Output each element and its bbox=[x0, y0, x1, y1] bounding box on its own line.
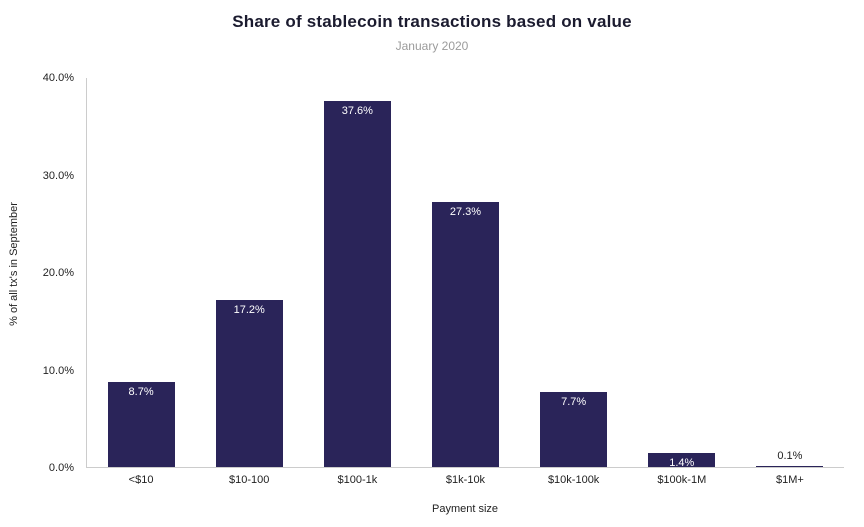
bar-value-label-0: 8.7% bbox=[128, 386, 154, 399]
bar-value-label-2: 37.6% bbox=[341, 105, 373, 118]
x-tick-label-1: $10-100 bbox=[229, 474, 270, 486]
chart-subtitle: January 2020 bbox=[395, 39, 469, 53]
bar-3: 27.3% bbox=[431, 201, 500, 467]
y-tick-label: 0.0% bbox=[48, 462, 74, 474]
chart-title: Share of stablecoin transactions based o… bbox=[232, 12, 632, 31]
x-tick-label-3: $1k-10k bbox=[445, 474, 486, 486]
y-axis: 0.0% 10.0% 20.0% 30.0% 40.0% bbox=[0, 72, 80, 474]
x-tick-label-2: $100-1k bbox=[337, 474, 378, 486]
bar-slot-0: 8.7% <$10 bbox=[87, 78, 195, 486]
bar-slot-3: 27.3% $1k-10k bbox=[411, 78, 519, 486]
bar-value-label-1: 17.2% bbox=[233, 303, 265, 316]
y-tick-label: 30.0% bbox=[42, 169, 74, 182]
bar-value-label-6: 0.1% bbox=[777, 450, 803, 463]
bar-value-label-5: 1.4% bbox=[669, 457, 695, 470]
bar-4: 7.7% bbox=[540, 392, 608, 467]
bar-6: 0.1% bbox=[756, 450, 824, 467]
x-tick-label-6: $1M+ bbox=[776, 474, 804, 486]
bar-0: 8.7% bbox=[107, 382, 175, 467]
bar-slot-4: 7.7% $10k-100k bbox=[520, 78, 628, 486]
x-tick-label-5: $100k-1M bbox=[657, 474, 707, 486]
bar-1: 17.2% bbox=[215, 299, 283, 467]
x-tick-label-4: $10k-100k bbox=[547, 474, 600, 486]
bar-value-label-3: 27.3% bbox=[449, 205, 482, 218]
bar-slot-1: 17.2% $10-100 bbox=[195, 78, 303, 486]
y-tick-label: 10.0% bbox=[42, 364, 74, 377]
bar-slot-5: 1.4% $100k-1M bbox=[628, 78, 736, 486]
x-axis-title: Payment size bbox=[431, 503, 499, 515]
bar-slot-6: 0.1% $1M+ bbox=[736, 78, 844, 486]
plot-area: 8.7% <$10 17.2% $10-100 37.6% $100-1k 27.3% $1k… bbox=[86, 78, 844, 486]
y-tick-label: 20.0% bbox=[42, 267, 74, 279]
bar-5: 1.4% bbox=[648, 453, 716, 470]
bar-value-label-4: 7.7% bbox=[561, 396, 587, 409]
x-tick-label-0: <$10 bbox=[128, 474, 154, 486]
bar-2: 37.6% bbox=[323, 101, 391, 467]
bar-slot-2: 37.6% $100-1k bbox=[303, 78, 411, 486]
y-tick-label: 40.0% bbox=[42, 72, 74, 84]
